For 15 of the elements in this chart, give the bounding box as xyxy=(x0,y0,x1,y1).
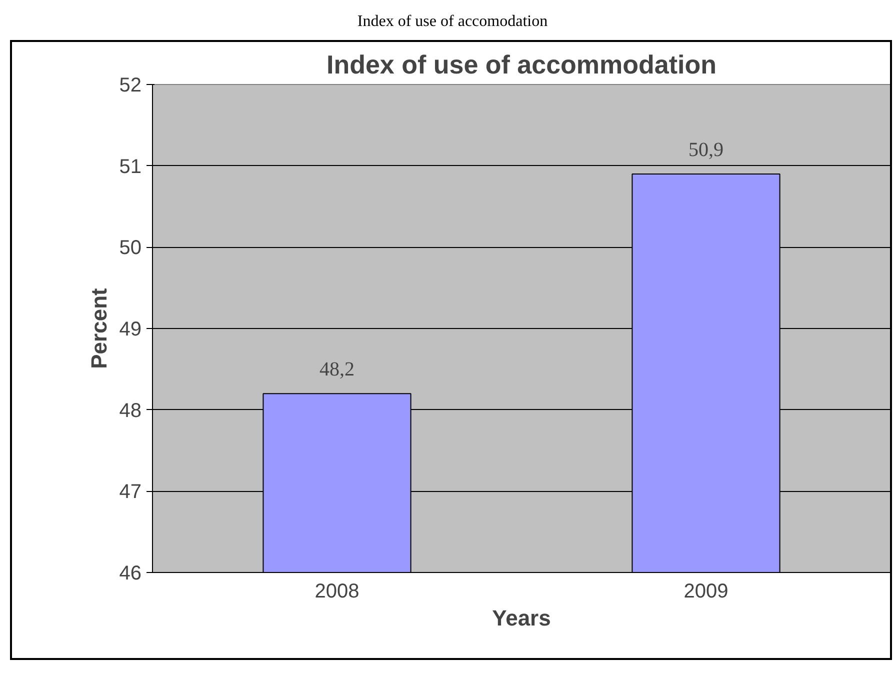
x-tick-label: 2008 xyxy=(314,580,360,602)
y-tick-label: 49 xyxy=(119,318,142,340)
x-axis-title: Years xyxy=(492,606,551,630)
y-axis-title: Percent xyxy=(86,287,112,369)
x-tick-label: 2009 xyxy=(684,580,728,602)
data-label: 48,2 xyxy=(320,358,354,381)
y-tick-label: 47 xyxy=(119,481,142,504)
y-tick-label: 50 xyxy=(119,237,142,260)
y-tick-label: 51 xyxy=(119,156,142,178)
y-tick-label: 52 xyxy=(119,74,142,96)
text: Index of use of accomodation xyxy=(357,12,548,32)
data-label: 50,9 xyxy=(688,138,724,161)
chart-title: Index of use of accommodation xyxy=(326,50,717,80)
y-tick-label: 46 xyxy=(119,562,142,584)
y-tick-label: 48 xyxy=(119,400,142,422)
